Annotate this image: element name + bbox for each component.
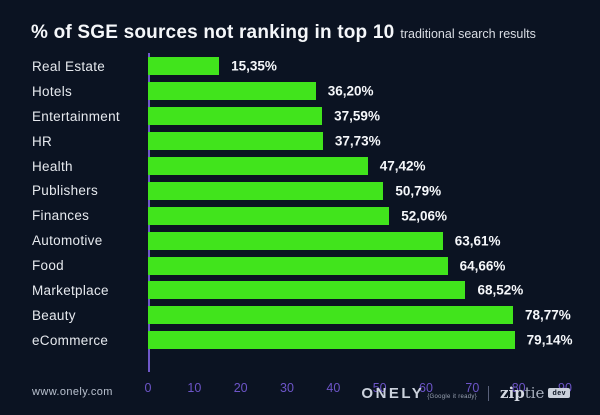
ziptie-logo: zip tie dev [500, 384, 570, 402]
bar-rows: Real Estate 15,35% Hotels 36,20% Enterta… [0, 54, 600, 353]
category-label: Hotels [32, 83, 73, 99]
bar-row: Real Estate 15,35% [0, 54, 600, 79]
logo-divider [488, 385, 490, 401]
bar-track: 15,35% [148, 57, 565, 76]
category-label: Finances [32, 208, 90, 224]
bar-row: Hotels 36,20% [0, 79, 600, 104]
category-label: eCommerce [32, 332, 109, 348]
bar-row: HR 37,73% [0, 129, 600, 154]
bar [148, 256, 448, 275]
x-tick-label: 0 [144, 381, 152, 395]
bar-track: 68,52% [148, 281, 565, 300]
value-label: 52,06% [401, 208, 447, 224]
bar [148, 306, 513, 325]
bar-track: 37,59% [148, 107, 565, 126]
bar-chart: Real Estate 15,35% Hotels 36,20% Enterta… [0, 53, 600, 395]
bar-row: Marketplace 68,52% [0, 278, 600, 303]
website-url: www.onely.com [32, 386, 113, 398]
bar-row: Entertainment 37,59% [0, 104, 600, 129]
x-tick-label: 20 [233, 381, 248, 395]
bar [148, 132, 323, 151]
bar-track: 50,79% [148, 181, 565, 200]
category-label: HR [32, 133, 53, 149]
bar-track: 64,66% [148, 256, 565, 275]
category-label: Marketplace [32, 282, 109, 298]
value-label: 78,77% [524, 307, 571, 323]
chart-title: % of SGE sources not ranking in top 10 [31, 22, 395, 43]
bar-row: eCommerce 79,14% [0, 328, 600, 353]
bar [148, 331, 515, 350]
value-label: 64,66% [459, 258, 506, 274]
value-label: 36,20% [327, 83, 374, 99]
bar-track: 52,06% [148, 206, 565, 225]
bar-track: 47,42% [148, 157, 565, 175]
x-tick-label: 50 [372, 381, 387, 395]
category-label: Health [32, 158, 73, 174]
value-label: 63,61% [454, 233, 501, 249]
bar-track: 79,14% [148, 331, 572, 350]
value-label: 50,79% [395, 183, 442, 199]
value-label: 37,73% [334, 133, 381, 149]
x-tick-label: 60 [419, 381, 433, 395]
bar [148, 181, 384, 200]
bar [148, 157, 368, 175]
category-label: Entertainment [32, 108, 120, 124]
value-label: 68,52% [477, 282, 524, 298]
bar-row: Health 47,42% [0, 154, 600, 179]
category-label: Beauty [32, 307, 76, 323]
bar-track: 63,61% [148, 231, 565, 250]
bar [148, 231, 443, 250]
value-label: 37,59% [334, 108, 380, 124]
category-label: Automotive [32, 233, 103, 249]
bar-track: 78,77% [148, 306, 571, 325]
bar [148, 107, 323, 126]
bar [148, 281, 466, 300]
bar [148, 206, 390, 225]
bar-row: Finances 52,06% [0, 203, 600, 228]
bar-row: Automotive 63,61% [0, 228, 600, 253]
chart-subtitle: traditional search results [400, 27, 536, 41]
onely-logo: ONELY {Google it ready} [361, 385, 477, 402]
bar [148, 57, 220, 76]
category-label: Food [32, 258, 64, 274]
bar-row: Beauty 78,77% [0, 303, 600, 328]
x-tick-label: 40 [326, 381, 341, 395]
x-tick-label: 80 [511, 381, 526, 395]
value-label: 79,14% [526, 332, 573, 348]
bar-track: 37,73% [148, 132, 565, 151]
bar-row: Food 64,66% [0, 253, 600, 278]
ziptie-dev-badge: dev [548, 388, 570, 398]
onely-tagline: {Google it ready} [427, 393, 478, 400]
x-tick-label: 10 [187, 381, 202, 395]
x-axis: 0102030405060708090 [144, 378, 572, 396]
x-tick-label: 30 [280, 381, 294, 395]
ziptie-zip-text: zip [500, 384, 525, 402]
value-label: 15,35% [231, 58, 277, 74]
category-label: Publishers [32, 183, 99, 199]
bar-row: Publishers 50,79% [0, 178, 600, 203]
value-label: 47,42% [379, 158, 426, 174]
bar-track: 36,20% [148, 82, 565, 101]
ziptie-tie-text: tie [524, 384, 545, 402]
x-tick-label: 70 [465, 381, 480, 395]
onely-wordmark: ONELY [361, 384, 425, 402]
category-label: Real Estate [32, 58, 106, 74]
page-title: % of SGE sources not ranking in top 10 tr… [31, 22, 580, 44]
bar [148, 82, 316, 101]
footer-logos: ONELY {Google it ready} zip tie dev [361, 384, 570, 402]
